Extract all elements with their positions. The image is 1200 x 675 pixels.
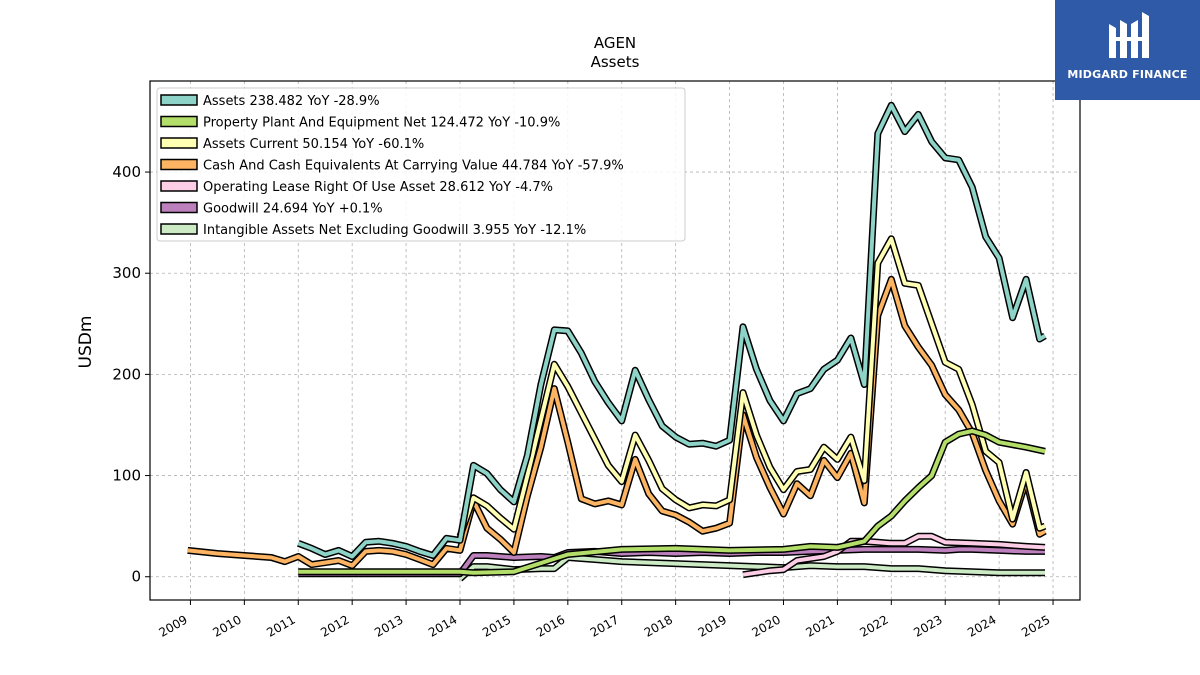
legend-item: Assets Current 50.154 YoY -60.1% [160, 137, 424, 152]
y-axis-label: USDm [76, 316, 96, 369]
x-tick-label: 2009 [156, 612, 189, 639]
legend-swatch [160, 137, 198, 149]
x-tick-label: 2017 [588, 612, 621, 639]
y-tick-label: 400 [112, 163, 141, 181]
series-line [457, 554, 1045, 582]
plot-frame [149, 80, 1081, 601]
legend-item: Assets 238.482 YoY -28.9% [160, 94, 380, 109]
x-tick-label: 2022 [857, 612, 890, 639]
legend-label: Operating Lease Right Of Use Asset 28.61… [203, 180, 553, 195]
series-line [297, 101, 1047, 560]
legend-item: Property Plant And Equipment Net 124.472… [160, 115, 560, 131]
legend-item: Operating Lease Right Of Use Asset 28.61… [160, 180, 553, 195]
x-tick-label: 2024 [965, 612, 998, 639]
legend-label: Intangible Assets Net Excluding Goodwill… [203, 223, 586, 238]
x-tick-label: 2021 [803, 612, 836, 639]
legend-item: Goodwill 24.694 YoY +0.1% [160, 201, 383, 217]
series-stroke [297, 103, 1046, 559]
series-lines [187, 101, 1047, 582]
logo-mark-icon [1109, 12, 1149, 58]
x-tick-label: 2019 [696, 612, 729, 639]
legend-swatch [160, 158, 198, 171]
legend-swatch [160, 223, 198, 235]
legend-label: Cash And Cash Equivalents At Carrying Va… [203, 159, 624, 174]
x-tick-label: 2011 [264, 612, 297, 639]
series-stroke [742, 534, 1046, 577]
x-tick-label: 2015 [480, 612, 513, 639]
x-tick-label: 2013 [372, 612, 405, 639]
y-tick-label: 0 [131, 568, 141, 586]
chart-subtitle: Assets [591, 53, 640, 71]
chart-title: AGEN [594, 34, 636, 52]
series-stroke [458, 555, 1045, 581]
series-stroke [187, 277, 1046, 568]
brand-logo: MIDGARD FINANCE [1055, 0, 1200, 100]
series-line [298, 427, 1046, 577]
legend-swatch [160, 115, 198, 128]
series-stroke [298, 429, 1046, 575]
series-outline [187, 275, 1047, 570]
x-tick-label: 2014 [426, 612, 459, 639]
legend: Assets 238.482 YoY -28.9% Property Plant … [156, 87, 686, 242]
x-tick-label: 2020 [750, 612, 783, 639]
series-line [187, 275, 1047, 570]
y-tick-label: 100 [112, 467, 141, 485]
legend-item: Cash And Cash Equivalents At Carrying Va… [160, 158, 624, 174]
legend-box [156, 87, 686, 242]
x-tick-label: 2010 [210, 612, 243, 639]
x-tick-label: 2012 [318, 612, 351, 639]
legend-item: Intangible Assets Net Excluding Goodwill… [160, 223, 586, 238]
legend-swatch [160, 180, 198, 192]
legend-label: Assets Current 50.154 YoY -60.1% [203, 137, 424, 152]
legend-swatch [160, 94, 198, 106]
y-tick-label: 200 [112, 365, 141, 383]
y-tick-label: 300 [112, 264, 141, 282]
x-tick-label: 2016 [534, 612, 567, 639]
legend-label: Property Plant And Equipment Net 124.472… [203, 116, 560, 131]
x-tick-label: 2018 [642, 612, 675, 639]
legend-swatch [160, 201, 198, 214]
legend-label: Goodwill 24.694 YoY +0.1% [203, 202, 383, 217]
series-stroke [458, 236, 1046, 537]
logo-text: MIDGARD FINANCE [1067, 68, 1188, 81]
series-line [456, 235, 1047, 538]
x-tick-label: 2025 [1019, 612, 1052, 639]
series-line [742, 532, 1046, 579]
legend-label: Assets 238.482 YoY -28.9% [203, 94, 380, 109]
x-tick-label: 2023 [911, 612, 944, 639]
